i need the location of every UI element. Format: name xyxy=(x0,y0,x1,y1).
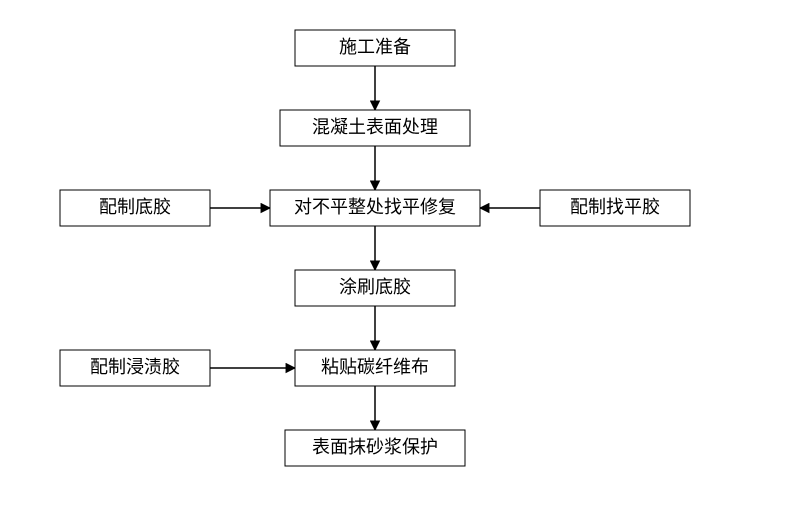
flow-node-label: 混凝土表面处理 xyxy=(312,117,438,137)
flow-node-n3: 对不平整处找平修复 xyxy=(270,190,480,226)
flow-node-label: 粘贴碳纤维布 xyxy=(321,357,429,377)
flow-node-n5: 粘贴碳纤维布 xyxy=(295,350,455,386)
flow-node-label: 配制底胶 xyxy=(99,197,171,217)
flow-node-label: 对不平整处找平修复 xyxy=(294,197,456,217)
flow-node-n2: 混凝土表面处理 xyxy=(280,110,470,146)
flow-node-label: 配制找平胶 xyxy=(570,197,660,217)
flow-node-s1: 配制底胶 xyxy=(60,190,210,226)
flow-node-label: 施工准备 xyxy=(339,37,411,57)
flow-node-s2: 配制找平胶 xyxy=(540,190,690,226)
flow-node-n4: 涂刷底胶 xyxy=(295,270,455,306)
flow-node-s3: 配制浸渍胶 xyxy=(60,350,210,386)
flow-node-label: 表面抹砂浆保护 xyxy=(312,437,438,457)
flow-node-label: 涂刷底胶 xyxy=(339,277,411,297)
flowchart-canvas: 施工准备混凝土表面处理对不平整处找平修复涂刷底胶粘贴碳纤维布表面抹砂浆保护 配制底… xyxy=(0,0,800,530)
flow-node-n6: 表面抹砂浆保护 xyxy=(285,430,465,466)
flow-node-label: 配制浸渍胶 xyxy=(90,357,180,377)
flow-node-n1: 施工准备 xyxy=(295,30,455,66)
